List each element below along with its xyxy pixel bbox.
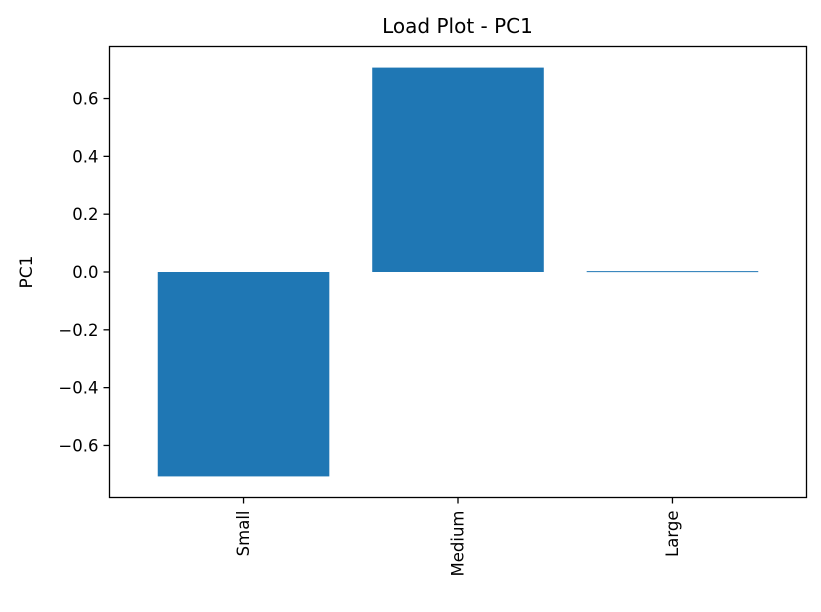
- y-tick-label: −0.2: [58, 321, 98, 340]
- y-axis-label: PC1: [17, 256, 37, 289]
- x-tick-label-large: Large: [663, 511, 682, 557]
- bar-small: [157, 272, 330, 477]
- y-axis: −0.6 −0.4 −0.2 0.0 0.2 0.4 0.6: [58, 90, 110, 455]
- bar-large: [586, 271, 759, 273]
- y-tick-label: 0.6: [72, 90, 98, 109]
- y-tick-label: −0.4: [58, 379, 98, 398]
- bar-medium: [372, 67, 544, 272]
- x-tick-label-medium: Medium: [449, 511, 468, 577]
- chart-title: Load Plot - PC1: [382, 14, 533, 38]
- y-tick-label: 0.2: [72, 205, 98, 224]
- plot-area: [157, 67, 759, 477]
- y-tick-label: 0.4: [72, 147, 98, 166]
- y-tick-label: 0.0: [72, 263, 98, 282]
- x-tick-label-small: Small: [234, 511, 253, 557]
- x-axis: Small Medium Large: [234, 497, 682, 577]
- y-tick-label: −0.6: [58, 436, 98, 455]
